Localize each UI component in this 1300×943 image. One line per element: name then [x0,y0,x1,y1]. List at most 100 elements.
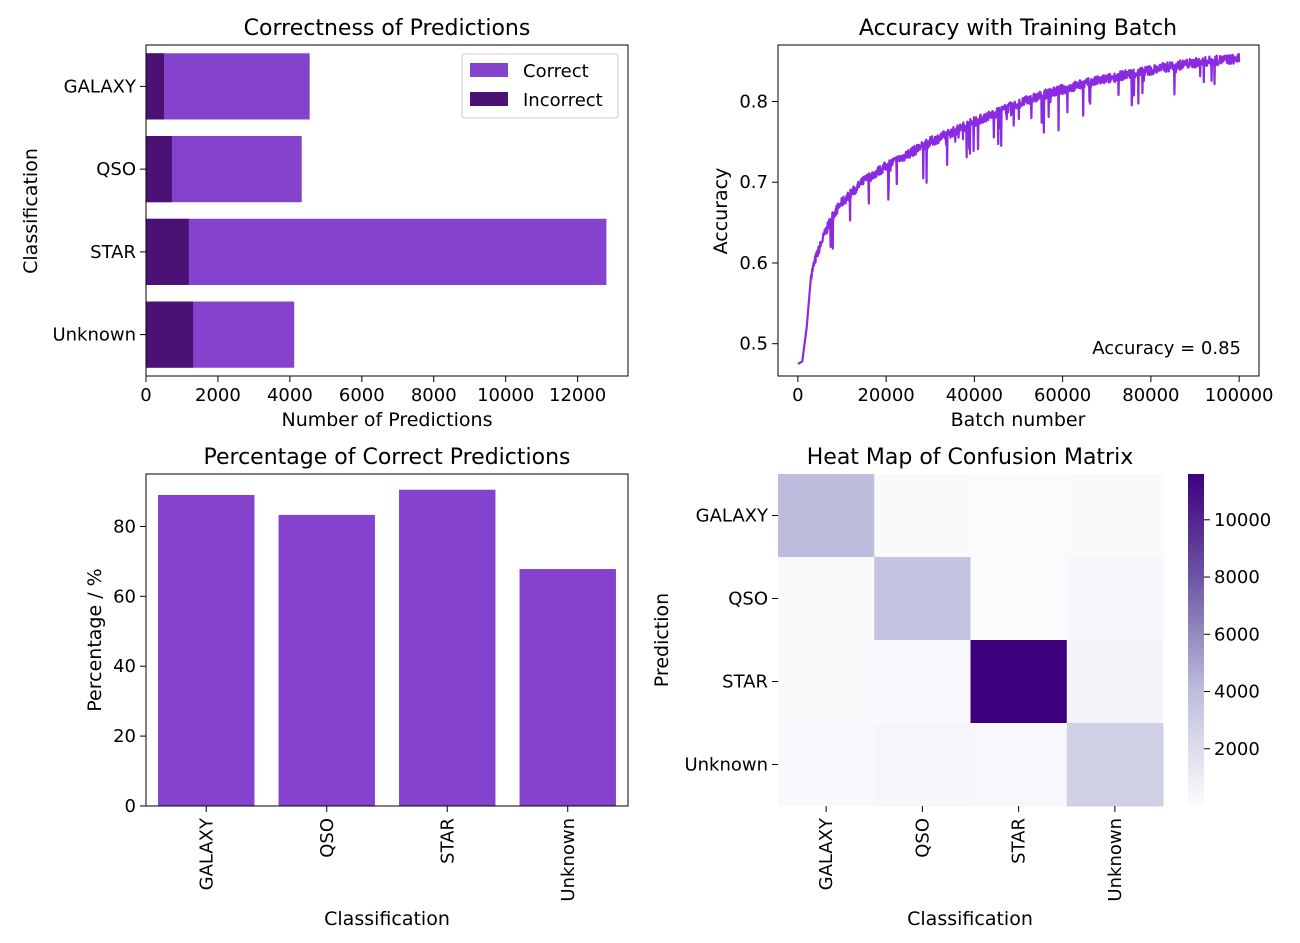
y-tick-label: 0.5 [739,334,768,355]
x-tick-label: QSO [317,818,338,858]
x-tick-label: 10000 [477,385,534,406]
legend-swatch-incorrect [470,92,508,106]
y-tick-label: STAR [722,672,768,693]
bars [158,489,616,806]
x-tick-label: 0 [792,385,803,406]
x-tick-label: 40000 [946,385,1003,406]
x-ticks: GALAXY QSO STAR Unknown [196,806,579,902]
x-tick-label: 6000 [339,385,385,406]
bar-qso [278,514,375,806]
x-tick-label: 100000 [1205,385,1274,406]
heatmap-cell-galaxy-qso [874,474,971,558]
x-tick-label: 2000 [195,385,241,406]
panel-heatmap: Heat Map of Confusion Matrix GALAXY QSO ST… [651,445,1271,930]
heatmap-cell-unknown-star [970,723,1068,807]
colorbar-tick-label: 10000 [1214,510,1271,531]
y-tick-label: 40 [113,656,136,677]
y-ticks: 0 20 40 60 80 [113,516,146,817]
legend-swatch-correct [470,63,508,77]
heatmap-cell-qso-unknown [1066,557,1164,641]
x-tick-label: 80000 [1122,385,1179,406]
heatmap-cell-galaxy-galaxy [778,474,875,558]
heatmap-cell-star-qso [874,640,971,724]
panel-percentage: Percentage of Correct Predictions GALAXY… [84,445,629,930]
heatmap-cell-star-unknown [1066,640,1164,724]
colorbar: 2000 4000 6000 8000 10000 [1188,474,1271,806]
panel-correctness: Correctness of Predictions 0 2000 4000 6000… [20,16,629,431]
plot-frame [777,44,1260,377]
panel-accuracy: Accuracy with Training Batch 0 20000 40000… [710,16,1274,431]
x-axis-label: Number of Predictions [281,409,492,431]
x-tick-label: 4000 [267,385,313,406]
y-tick-label: Unknown [684,755,768,776]
legend-label-incorrect: Incorrect [523,90,603,111]
x-ticks: 0 2000 4000 6000 8000 10000 12000 [140,376,606,406]
y-axis-label: Classification [20,148,42,274]
x-ticks: 0 20000 40000 60000 80000 100000 [792,376,1274,406]
accuracy-annotation: Accuracy = 0.85 [1092,338,1241,359]
colorbar-gradient [1188,474,1204,806]
y-tick-label: Unknown [52,325,136,346]
bars [146,53,607,368]
x-axis-label: Classification [907,908,1033,930]
bar-correct-galaxy [146,53,310,120]
y-ticks: 0.5 0.6 0.7 0.8 [739,92,778,355]
x-tick-label: Unknown [558,818,579,902]
x-tick-label: STAR [1009,818,1030,864]
heatmap-cell-star-galaxy [778,640,875,724]
bar-star [399,489,496,806]
legend-label-correct: Correct [523,61,589,82]
legend: Correct Incorrect [461,53,619,119]
plot-frame [145,473,629,807]
y-tick-label: 0 [125,796,136,817]
y-tick-label: 20 [113,726,136,747]
bar-incorrect-qso [146,136,172,203]
chart-title: Correctness of Predictions [244,16,531,41]
bar-correct-qso [146,136,302,203]
x-tick-label: STAR [437,818,458,864]
x-ticks: GALAXY QSO STAR Unknown [816,806,1126,902]
colorbar-tick-label: 4000 [1214,682,1260,703]
colorbar-tick-label: 8000 [1214,567,1260,588]
y-tick-label: GALAXY [696,506,769,527]
y-ticks: GALAXY QSO STAR Unknown [52,76,146,346]
heatmap-cell-unknown-qso [874,723,971,807]
chart-title: Heat Map of Confusion Matrix [807,445,1134,470]
heatmap-cell-qso-star [970,557,1068,641]
bar-incorrect-galaxy [146,53,164,120]
y-ticks: GALAXY QSO STAR Unknown [684,506,778,776]
x-tick-label: 8000 [411,385,457,406]
x-tick-label: GALAXY [196,817,217,890]
colorbar-tick-label: 2000 [1214,739,1260,760]
heatmap-cell-qso-galaxy [778,557,875,641]
chart-title: Accuracy with Training Batch [859,16,1177,41]
x-tick-label: GALAXY [816,817,837,890]
bar-incorrect-unknown [146,301,194,368]
chart-title: Percentage of Correct Predictions [204,445,571,470]
heatmap-cell-unknown-unknown [1066,723,1164,807]
bar-unknown [519,569,616,806]
heatmap-cell-unknown-galaxy [778,723,875,807]
plot-frame [145,44,629,377]
y-tick-label: 0.6 [739,253,768,274]
y-tick-label: GALAXY [64,76,137,97]
y-tick-label: QSO [96,159,136,180]
y-tick-label: 60 [113,586,136,607]
bar-galaxy [158,494,255,806]
x-tick-label: 20000 [857,385,914,406]
heatmap-cell-galaxy-unknown [1066,474,1164,558]
bar-incorrect-star [146,218,189,285]
y-axis-label: Accuracy [710,168,732,255]
y-axis-label: Prediction [651,593,673,687]
y-tick-label: 0.8 [739,92,768,113]
x-tick-label: 0 [140,385,151,406]
bar-correct-star [146,218,607,285]
heatmap-cell-galaxy-star [970,474,1068,558]
x-tick-label: 12000 [549,385,606,406]
x-tick-label: Unknown [1105,818,1126,902]
heatmap-cells [778,474,1164,807]
x-axis-label: Batch number [951,409,1086,431]
x-axis-label: Classification [324,908,450,930]
accuracy-line [797,52,1241,365]
